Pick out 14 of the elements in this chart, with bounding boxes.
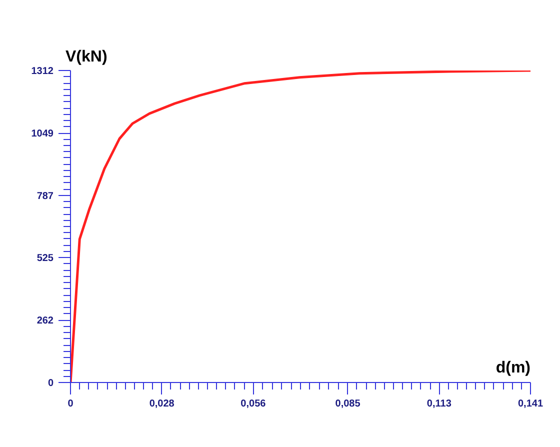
x-tick-label: 0,113 bbox=[426, 398, 452, 410]
x-tick-label: 0,056 bbox=[240, 398, 266, 410]
y-tick-label: 525 bbox=[36, 253, 54, 264]
x-tick-label: 0,085 bbox=[335, 398, 361, 410]
y-tick-label: 787 bbox=[36, 190, 54, 202]
y-tick-label: 0 bbox=[48, 378, 54, 389]
y-axis-title: V(kN) bbox=[66, 48, 108, 66]
x-tick-label: 0,141 bbox=[518, 398, 544, 410]
y-tick-label: 1049 bbox=[31, 128, 54, 140]
x-axis-title: d(m) bbox=[496, 360, 530, 376]
x-tick-label: 0,028 bbox=[149, 398, 175, 410]
y-tick-label: 1312 bbox=[31, 66, 54, 77]
x-tick-label: 0 bbox=[68, 398, 74, 410]
y-tick-label: 262 bbox=[36, 316, 54, 327]
